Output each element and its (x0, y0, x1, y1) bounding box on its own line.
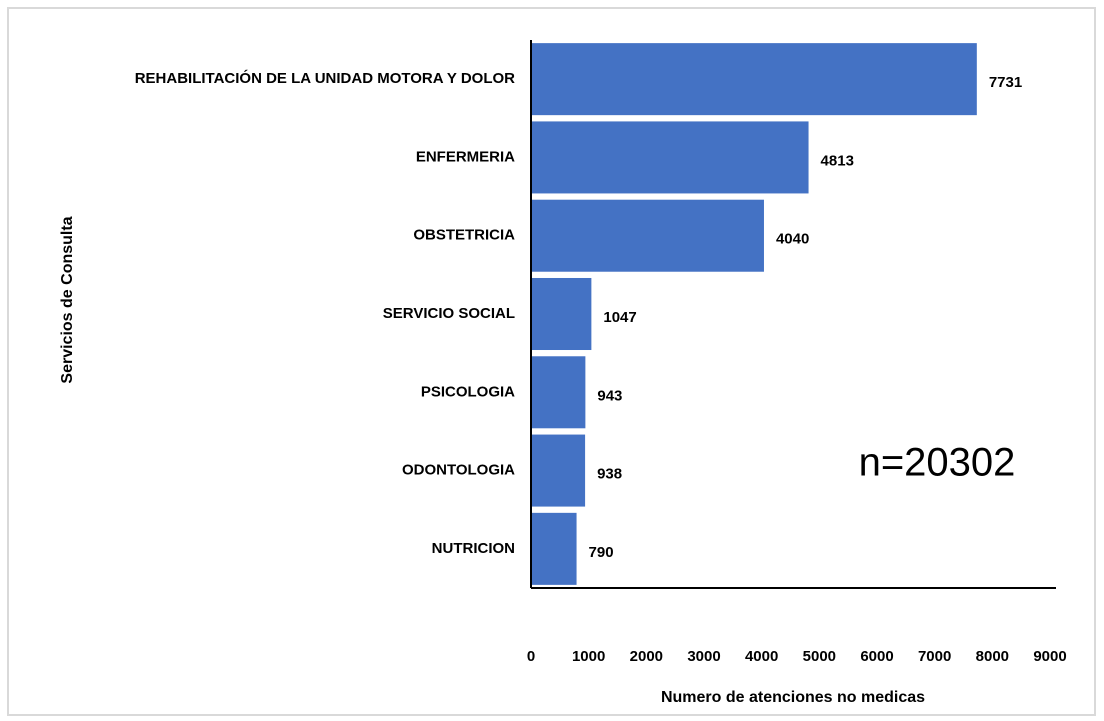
y-tick-label: REHABILITACIÓN DE LA UNIDAD MOTORA Y DOL… (135, 69, 515, 87)
data-label: 938 (597, 466, 622, 483)
y-tick-label: NUTRICION (432, 540, 515, 557)
y-tick-label: PSICOLOGIA (421, 383, 515, 400)
bar (531, 277, 592, 351)
x-tick-label: 8000 (976, 648, 1009, 665)
annotation: n=20302 (859, 441, 1016, 485)
data-label: 1047 (603, 309, 636, 326)
bar (531, 43, 977, 116)
x-tick-label: 4000 (745, 648, 778, 665)
x-tick-label: 6000 (860, 648, 893, 665)
data-label: 943 (597, 387, 622, 404)
x-tick-label: 2000 (630, 648, 663, 665)
bar (531, 356, 586, 429)
y-tick-label: ODONTOLOGIA (402, 462, 515, 479)
x-tick-label: 7000 (918, 648, 951, 665)
data-label: 790 (589, 544, 614, 561)
y-tick-label: ENFERMERIA (416, 148, 515, 165)
x-tick-label: 9000 (1033, 648, 1066, 665)
bar (531, 121, 809, 194)
x-tick-label: 5000 (803, 648, 836, 665)
data-label: 7731 (989, 74, 1022, 91)
y-tick-label: OBSTETRICIA (413, 227, 515, 244)
x-axis-title: Numero de atenciones no medicas (661, 689, 925, 706)
bar (531, 512, 577, 585)
bar (531, 434, 586, 507)
x-tick-label: 1000 (572, 648, 605, 665)
data-label: 4813 (821, 152, 854, 169)
y-axis-title: Servicios de Consulta (59, 216, 76, 383)
y-tick-label: SERVICIO SOCIAL (383, 305, 515, 322)
bar (531, 199, 764, 272)
data-label: 4040 (776, 231, 809, 248)
x-tick-label: 3000 (687, 648, 720, 665)
x-tick-label: 0 (527, 648, 535, 665)
